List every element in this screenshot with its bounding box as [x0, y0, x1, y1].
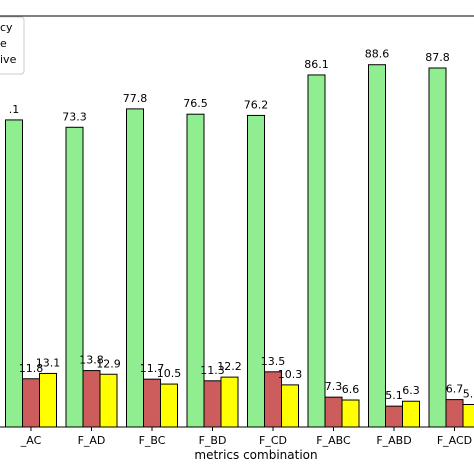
- bar-F_AD-3: [99, 373, 118, 428]
- bar-F_AD-1: [65, 126, 84, 428]
- value-label-F_AC-3: 13.1: [36, 356, 61, 369]
- x-tick-label-F_AD: F_AD: [78, 434, 106, 447]
- bar-F_BD-2: [203, 380, 222, 428]
- legend-label-2: e: [0, 37, 7, 50]
- bar-F_ACD-3: [462, 404, 474, 428]
- bar-F_ACD-1: [428, 67, 447, 428]
- value-label-F_AC-2: 11.8: [19, 362, 44, 375]
- value-label-F_CD-1: 76.2: [244, 98, 269, 111]
- bar-F_ABC-3: [341, 399, 360, 428]
- bar-F_BC-3: [160, 383, 178, 428]
- value-label-F_BC-1: 77.8: [123, 92, 148, 105]
- value-label-F_AD-3: 12.9: [96, 357, 121, 370]
- x-tick-label-F_ABD: F_ABD: [376, 434, 411, 447]
- bar-F_AC-2: [22, 378, 40, 428]
- bar-F_BC-1: [126, 108, 144, 428]
- value-label-F_ABC-3: 6.6: [342, 383, 360, 396]
- bar-F_BC-2: [143, 378, 161, 428]
- bar-F_ABC-1: [307, 74, 326, 428]
- legend-box: [0, 16, 25, 75]
- value-label-F_AD-2: 13.8: [79, 354, 104, 367]
- bar-F_ABD-2: [385, 405, 403, 428]
- x-tick-label-F_CD: F_CD: [259, 434, 287, 447]
- value-label-F_BC-2: 11.7: [140, 362, 165, 375]
- x-tick-label-F_ABC: F_ABC: [316, 434, 351, 447]
- bar-F_BD-3: [220, 376, 239, 428]
- value-label-F_BC-3: 10.5: [157, 367, 182, 380]
- value-label-F_ABC-2: 7.3: [325, 380, 343, 393]
- bar-F_CD-3: [281, 384, 299, 428]
- x-tick-label-F_ACD: F_ACD: [437, 434, 472, 447]
- value-label-F_BD-3: 12.2: [217, 360, 242, 373]
- legend-label-1: cy: [0, 21, 13, 34]
- bar-F_AC-1: [5, 119, 23, 428]
- value-label-F_BD-1: 76.5: [183, 97, 208, 110]
- value-label-layer: .1 11.813.1 73.3 13.812.9 77.8 11.710.5 76.5 11…: [9, 48, 474, 402]
- value-label-F_ACD-1: 87.8: [425, 51, 450, 64]
- value-label-F_AD-1: 73.3: [62, 110, 87, 123]
- x-axis-label: metrics combination: [194, 448, 317, 462]
- x-tick-label-F_BC: F_BC: [139, 434, 166, 447]
- value-label-F_ABD-2: 5.1: [385, 389, 403, 402]
- value-label-F_ABC-1: 86.1: [304, 58, 329, 71]
- x-tick-label-F_BD: F_BD: [199, 434, 227, 447]
- value-label-F_ACD-2: 6.7: [446, 383, 464, 396]
- value-label-F_AC-1: .1: [9, 103, 20, 116]
- bar-F_AD-2: [82, 370, 101, 428]
- bar-F_ABD-1: [368, 64, 386, 428]
- value-label-F_ABD-3: 6.3: [402, 384, 420, 397]
- legend-label-3: ive: [0, 53, 17, 66]
- bar-F_ACD-2: [445, 399, 464, 428]
- bar-F_ABD-3: [402, 400, 420, 428]
- value-label-F_CD-2: 13.5: [261, 355, 286, 368]
- bar-F_ABC-2: [324, 396, 343, 428]
- plot-frame: [0, 15, 474, 428]
- x-tick-label-F_AC: _AC: [20, 434, 42, 447]
- value-label-F_ABD-1: 88.6: [365, 48, 390, 61]
- bar-F_AC-3: [39, 372, 57, 428]
- bar-F_CD-1: [247, 114, 265, 428]
- value-label-F_CD-3: 10.3: [278, 368, 303, 381]
- bar-F_BD-1: [186, 113, 205, 428]
- value-label-F_BD-2: 11.3: [200, 364, 225, 377]
- legend: cy e ive: [0, 16, 25, 75]
- value-label-F_ACD-3: 5.5: [463, 388, 474, 401]
